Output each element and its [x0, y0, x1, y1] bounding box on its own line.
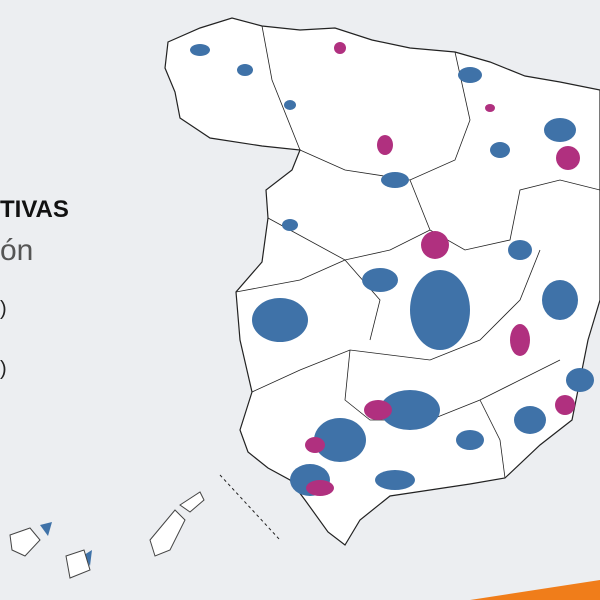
legend-item: )	[0, 358, 7, 380]
magenta-areas	[305, 42, 580, 496]
canary-islands	[9, 491, 205, 579]
legend-title: TIVAS	[0, 196, 69, 223]
blue-areas	[40, 44, 594, 566]
legend-item: )	[0, 298, 7, 320]
inset-separator	[219, 474, 281, 541]
orange-stripe	[470, 580, 600, 600]
legend-subtitle: ón	[0, 234, 34, 267]
